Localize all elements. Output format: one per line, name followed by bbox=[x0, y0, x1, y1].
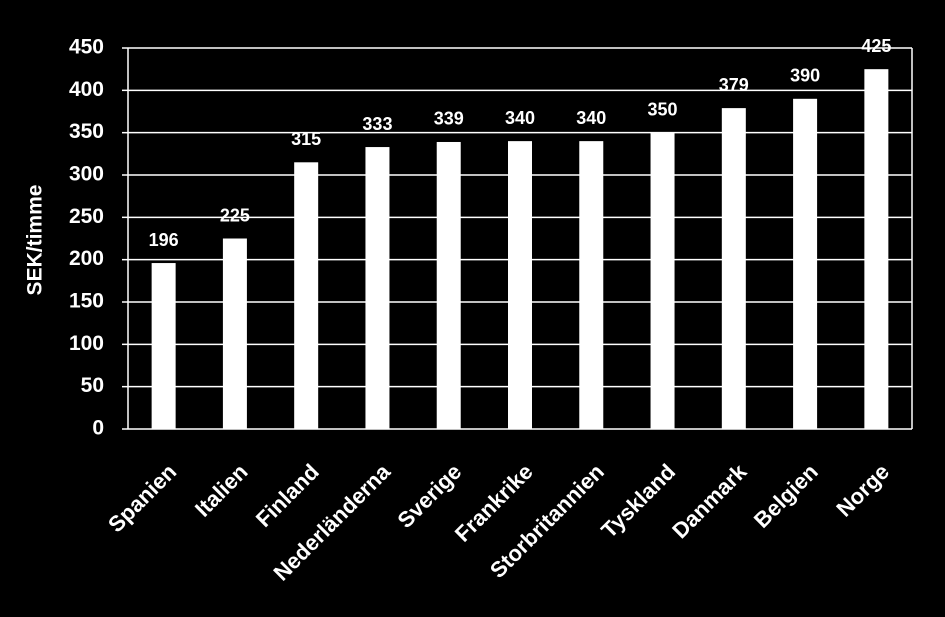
y-tick-label: 50 bbox=[81, 374, 104, 397]
x-tick-label: Italien bbox=[190, 459, 253, 522]
data-label: 315 bbox=[291, 129, 321, 149]
data-label: 379 bbox=[719, 75, 749, 95]
bar bbox=[650, 132, 675, 429]
x-tick-label: Spanien bbox=[103, 459, 181, 537]
y-tick-label: 450 bbox=[69, 36, 104, 59]
data-label: 339 bbox=[434, 109, 464, 129]
x-tick-label: Danmark bbox=[667, 458, 752, 543]
y-tick-label: 100 bbox=[69, 332, 104, 355]
y-tick-label: 150 bbox=[69, 290, 104, 313]
data-label: 340 bbox=[505, 108, 535, 128]
y-tick-label: 400 bbox=[69, 78, 104, 101]
y-tick-label: 300 bbox=[69, 163, 104, 186]
bar bbox=[365, 147, 390, 429]
y-axis-title: SEK/timme bbox=[24, 185, 47, 296]
data-label: 425 bbox=[861, 36, 891, 56]
bar bbox=[721, 108, 746, 429]
x-tick-label: Belgien bbox=[749, 459, 823, 533]
x-tick-label: Norge bbox=[831, 459, 894, 522]
bar bbox=[793, 98, 818, 430]
y-tick-label: 250 bbox=[69, 205, 104, 228]
bar bbox=[151, 263, 176, 429]
data-label: 340 bbox=[576, 108, 606, 128]
data-label: 225 bbox=[220, 205, 250, 225]
bar bbox=[294, 162, 319, 430]
x-tick-label: Tyskland bbox=[596, 459, 680, 543]
bar bbox=[436, 141, 461, 430]
y-tick-label: 200 bbox=[69, 247, 104, 270]
bar bbox=[222, 238, 247, 429]
bar bbox=[579, 141, 604, 429]
data-label: 350 bbox=[648, 99, 678, 119]
data-label: 333 bbox=[362, 114, 392, 134]
y-tick-label: 350 bbox=[69, 120, 104, 143]
bar bbox=[864, 69, 889, 430]
data-label: 390 bbox=[790, 66, 820, 86]
bar bbox=[508, 141, 532, 429]
data-label: 196 bbox=[149, 230, 179, 250]
y-tick-label: 0 bbox=[92, 417, 104, 440]
x-tick-label: Sverige bbox=[392, 459, 466, 533]
x-tick-label: Finland bbox=[251, 459, 324, 532]
